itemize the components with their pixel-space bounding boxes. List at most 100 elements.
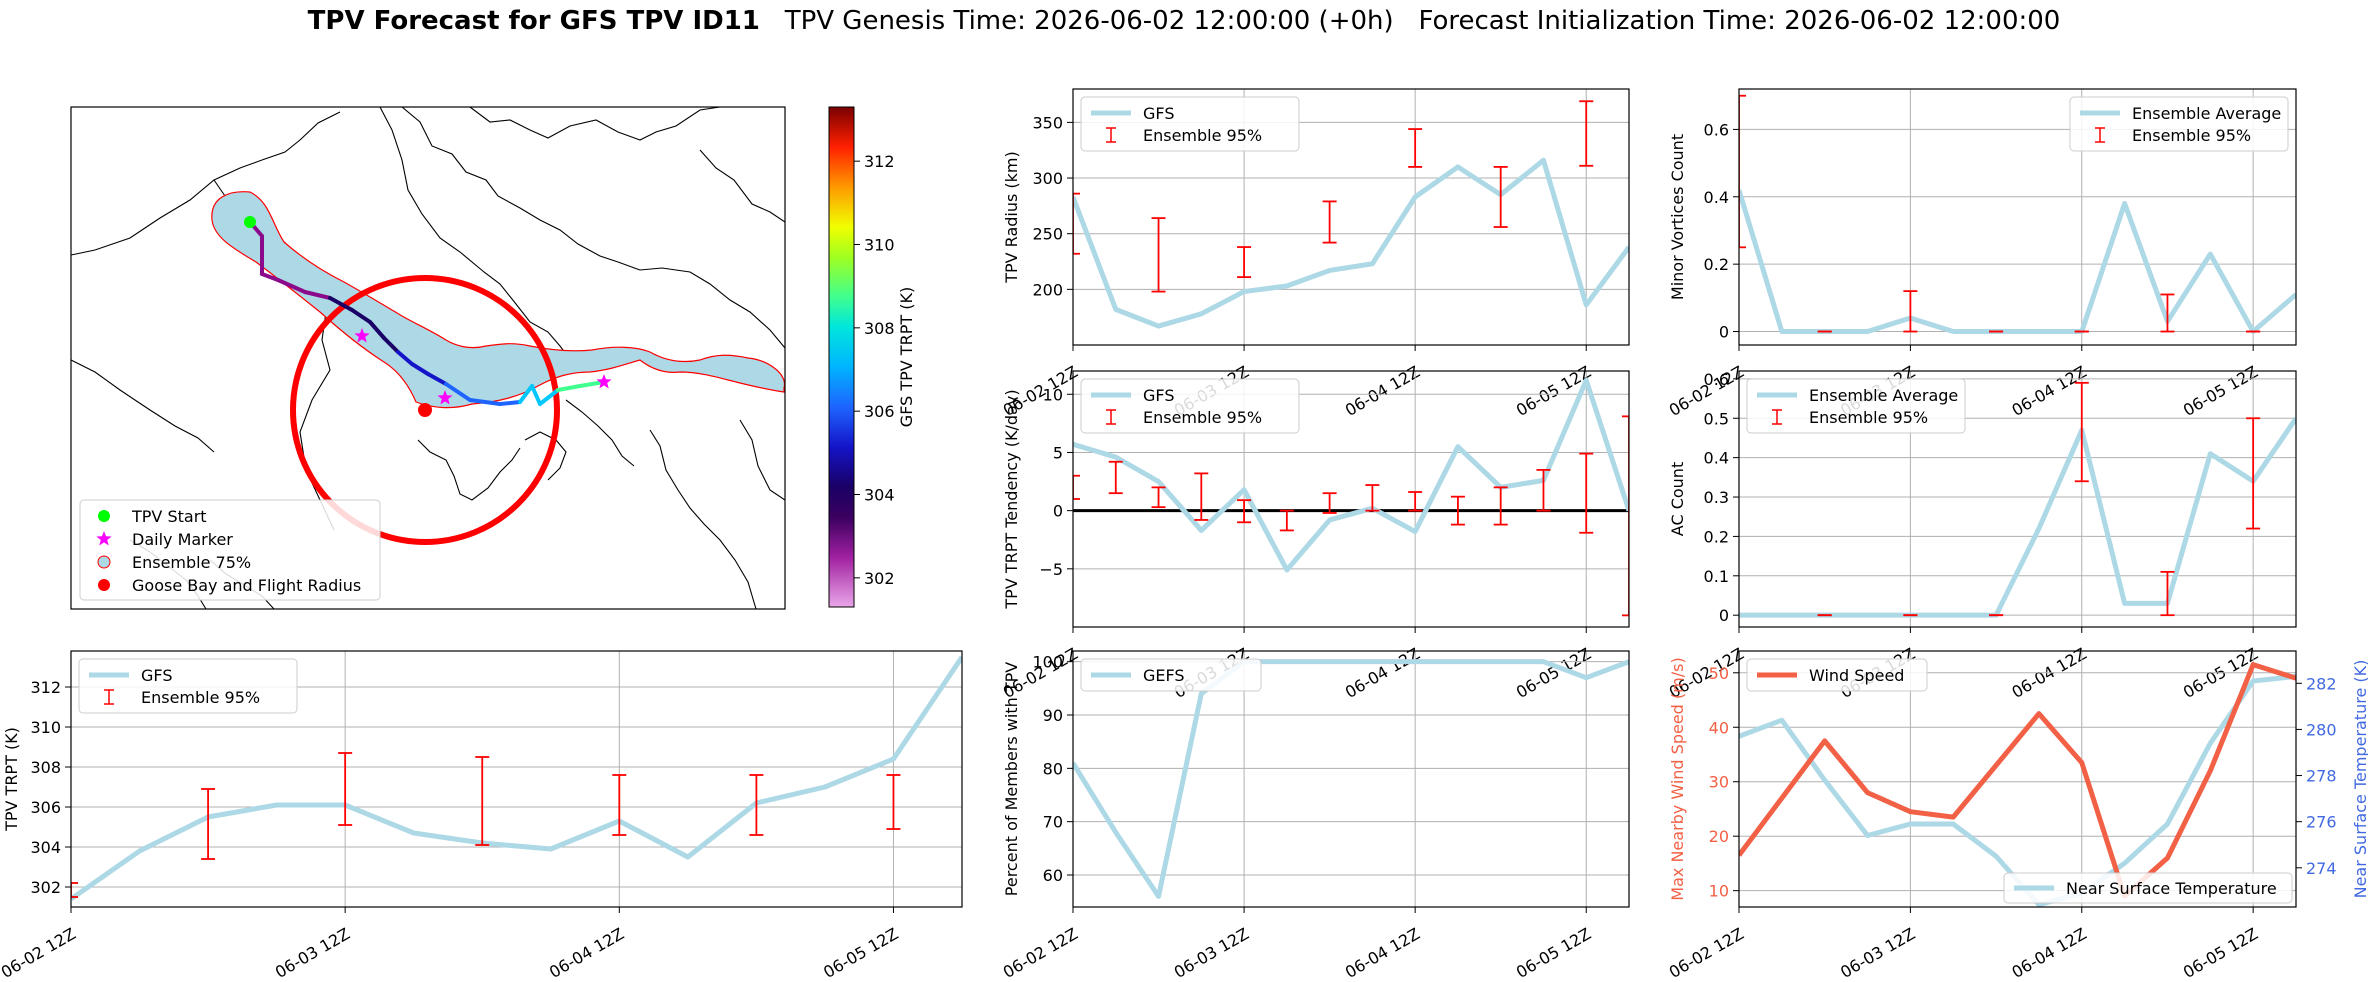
y-tick-label: 312: [30, 678, 61, 697]
legend-box: [1080, 378, 1300, 434]
legend-label: GFS: [1143, 386, 1174, 405]
tpv-start-marker: [244, 216, 256, 228]
y-axis-label: TPV TRPT (K): [2, 727, 21, 832]
x-tick-label: 06-05 12Z: [1513, 644, 1594, 702]
y-tick-label: 0.1: [1704, 567, 1729, 586]
y-tick-label: 308: [30, 758, 61, 777]
y-tick-label: 0: [1719, 323, 1729, 342]
y-tick-label: 60: [1043, 866, 1063, 885]
y-axis-label: Percent of Members with TPV: [1002, 662, 1021, 896]
coastline: [739, 419, 785, 501]
colorbar-tick-label: 306: [864, 402, 895, 421]
legend-star-marker: [96, 531, 112, 546]
y-tick-label: 40: [1709, 718, 1729, 737]
title-init: Forecast Initialization Time: 2026-06-02…: [1418, 6, 2061, 36]
series-line: [1739, 189, 2296, 335]
track-segment: [468, 398, 502, 406]
y-tick-label: 5: [1053, 443, 1063, 462]
coastline: [71, 159, 263, 256]
colorbar-label: GFS TPV TRPT (K): [897, 287, 916, 427]
x-tick-label: 06-03 12Z: [1837, 924, 1918, 982]
y-tick-label: 306: [30, 798, 61, 817]
plot-area: [71, 655, 962, 902]
legend-box: [2003, 872, 2293, 904]
legend-label: GFS: [1143, 104, 1174, 123]
x-tick-label: 06-05 12Z: [1513, 924, 1594, 982]
figure-title: TPV Forecast for GFS TPV ID11 TPV Genesi…: [0, 6, 2368, 36]
y-tick-label: 250: [1032, 225, 1063, 244]
y-tick-label: 30: [1709, 773, 1729, 792]
wind-speed-line: [1739, 662, 2296, 899]
legend-box: [1746, 658, 1928, 692]
colorbar: [828, 106, 855, 608]
x-tick-label: 06-02 12Z: [1666, 924, 1747, 982]
track-segment: [368, 320, 386, 340]
legend-ensemble-marker: [97, 555, 111, 569]
legend-label: Ensemble 95%: [1143, 126, 1262, 145]
legend-label: GEFS: [1143, 666, 1185, 685]
legend-box: [1080, 96, 1300, 152]
y-tick-label: 0.4: [1704, 188, 1729, 207]
y-right-tick-label: 276: [2306, 813, 2337, 832]
y-axis-label: TPV Radius (km): [1002, 151, 1021, 284]
y-tick-label: −5: [1039, 560, 1063, 579]
series-line: [1739, 416, 2296, 618]
legend-label: Ensemble 95%: [1809, 408, 1928, 427]
y-tick-label: 50: [1709, 664, 1729, 683]
y-tick-label: 100: [1032, 653, 1063, 672]
x-tick-label: 06-04 12Z: [546, 924, 627, 982]
coastline: [565, 399, 635, 467]
title-bold: TPV Forecast for GFS TPV ID11: [307, 6, 760, 36]
legend-label: Ensemble Average: [2132, 104, 2281, 123]
y-tick-label: 0: [1053, 502, 1063, 521]
title-genesis: TPV Genesis Time: 2026-06-02 12:00:00 (+…: [784, 6, 1394, 36]
y-axis-label: AC Count: [1668, 462, 1687, 536]
track-segment: [276, 278, 307, 294]
map-frame: [70, 106, 786, 610]
coastline: [699, 149, 785, 223]
legend-label: Ensemble Average: [1809, 386, 1958, 405]
y-tick-label: 0.2: [1704, 255, 1729, 274]
track-segment: [382, 336, 400, 354]
y-tick-label: 0.2: [1704, 527, 1729, 546]
temperature-line: [1739, 673, 2296, 907]
colorbar-tick-label: 312: [864, 152, 895, 171]
track-segment: [426, 372, 448, 386]
y-tick-label: 70: [1043, 813, 1063, 832]
coastline: [379, 107, 573, 363]
y-tick-label: 20: [1709, 827, 1729, 846]
panel-percent: 60 70 80 90 100 06-02 12Z 06-03 12Z 06-04 12Z 06…: [1000, 650, 1630, 982]
track-segment: [410, 362, 430, 376]
daily-marker: [596, 374, 612, 389]
y-axis-label: TPV TRPT Tendency (K/day): [1002, 389, 1021, 609]
colorbar-tick-label: 302: [864, 569, 895, 588]
ensemble-75-area: [211, 191, 785, 409]
legend-box: [2069, 96, 2289, 152]
axes-frame: [1072, 650, 1630, 908]
axes-frame: [70, 650, 963, 908]
y-tick-label: 0.5: [1704, 409, 1729, 428]
track-segment: [444, 382, 472, 402]
y-axis-label: Minor Vortices Count: [1668, 134, 1687, 300]
y-tick-label: 304: [30, 838, 61, 857]
plot-area: [1739, 94, 2296, 335]
track-segment: [396, 350, 414, 366]
track-segment: [328, 296, 354, 312]
coastline: [649, 429, 757, 609]
legend-box: [1746, 378, 1966, 434]
legend-label: Ensemble 95%: [1143, 408, 1262, 427]
colorbar-tick-label: 304: [864, 486, 895, 505]
x-tick-label: 06-02 12Z: [1000, 924, 1081, 982]
y-tick-label: 90: [1043, 706, 1063, 725]
coastline: [261, 111, 341, 161]
x-tick-label: 06-03 12Z: [1171, 924, 1252, 982]
goose-bay-marker: [418, 403, 432, 417]
y-tick-label: 0.6: [1704, 370, 1729, 389]
map-legend-label: Daily Marker: [132, 530, 233, 549]
coastline: [469, 107, 721, 141]
